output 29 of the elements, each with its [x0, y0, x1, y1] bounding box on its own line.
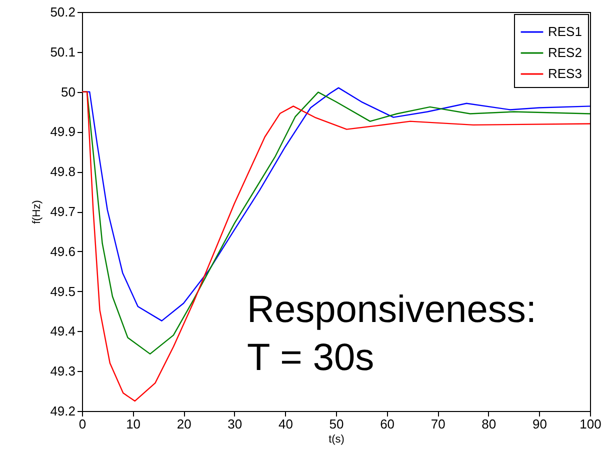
x-tick-label: 40 — [278, 416, 293, 432]
y-axis-title: f(Hz) — [31, 200, 44, 224]
annotation: Responsiveness: T = 30s — [247, 289, 536, 379]
y-tick-label: 49.3 — [50, 364, 76, 379]
x-tick-label: 80 — [482, 416, 496, 432]
y-tick-label: 49.5 — [50, 284, 76, 299]
x-tick-label: 60 — [380, 416, 395, 432]
legend-label: RES3 — [548, 66, 582, 81]
y-tick-label: 49.2 — [50, 404, 76, 418]
y-tick-label: 50.1 — [50, 44, 76, 60]
y-tick-label: 49.7 — [50, 204, 76, 219]
legend-label: RES1 — [548, 24, 582, 39]
x-tick-label: 30 — [228, 416, 242, 432]
y-tick-label: 50 — [61, 84, 76, 100]
y-tick-label: 49.8 — [50, 164, 76, 180]
x-tick-label: 90 — [532, 416, 547, 432]
x-tick-label: 100 — [580, 416, 602, 432]
x-tick-label: 70 — [430, 416, 446, 432]
y-tick-label: 49.6 — [50, 244, 76, 259]
x-tick-label: 50 — [329, 416, 344, 432]
x-tick-label: 10 — [126, 416, 141, 432]
x-tick-label: 20 — [176, 416, 192, 432]
legend-label: RES2 — [548, 45, 582, 60]
x-tick-label: 0 — [78, 416, 86, 432]
y-tick-label: 49.4 — [50, 324, 76, 339]
y-tick-label: 50.2 — [50, 4, 76, 20]
line-series — [82, 91, 590, 402]
x-axis-title: t(s) — [328, 434, 344, 446]
y-tick-label: 49.9 — [50, 124, 76, 140]
